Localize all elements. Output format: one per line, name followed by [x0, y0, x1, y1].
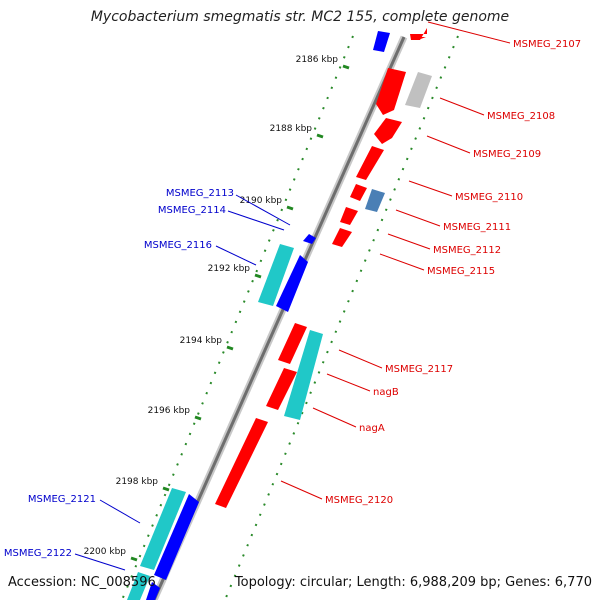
gene-label-forward[interactable]: MSMEG_2107	[513, 39, 581, 50]
gene-msmeg-2116-a	[258, 244, 294, 306]
forward-track-guide	[224, 35, 459, 600]
label-leader-line	[326, 373, 371, 392]
label-leader-line	[215, 245, 257, 266]
gene-features	[127, 28, 432, 600]
gene-label-forward[interactable]: nagA	[359, 423, 385, 434]
tick-label: 2196 kbp	[148, 406, 191, 416]
tick-label: 2190 kbp	[240, 196, 283, 206]
gene-label-forward[interactable]: MSMEG_2109	[473, 149, 541, 160]
gene-msmeg-2107-body	[410, 28, 427, 40]
gene-msmeg-2121-b	[154, 494, 199, 580]
gene-label-forward[interactable]: MSMEG_2108	[487, 111, 555, 122]
gene-msmeg-2113	[373, 31, 390, 52]
map-title: Mycobacterium smegmatis str. MC2 155, co…	[90, 9, 510, 25]
gene-label-forward[interactable]: MSMEG_2115	[427, 266, 495, 277]
gene-label-forward[interactable]: MSMEG_2117	[385, 364, 453, 375]
tick-mark	[316, 133, 324, 139]
label-leader-line	[395, 209, 441, 227]
tick-mark	[162, 486, 170, 492]
label-leader-line	[426, 135, 471, 154]
gene-label-reverse[interactable]: MSMEG_2114	[158, 205, 226, 216]
label-leader-line	[427, 21, 511, 44]
gene-labels: MSMEG_2107 MSMEG_2108 MSMEG_2109 MSMEG_2110…	[4, 21, 581, 571]
gene-msmeg-2121-a	[140, 488, 186, 570]
gene-msmeg-2112	[340, 207, 358, 225]
label-leader-line	[379, 253, 425, 271]
gene-label-forward[interactable]: nagB	[373, 387, 399, 398]
tick-label: 2192 kbp	[208, 264, 251, 274]
tick-label: 2200 kbp	[84, 547, 127, 557]
label-leader-line	[387, 233, 431, 250]
gene-msmeg-2111a	[350, 184, 367, 201]
tick-mark	[226, 345, 234, 351]
tick-mark	[286, 205, 294, 211]
gene-label-reverse[interactable]: MSMEG_2122	[4, 548, 72, 559]
tick-label: 2188 kbp	[270, 124, 313, 134]
gene-msmeg-2122-a	[127, 572, 150, 600]
reverse-track-guide	[121, 35, 354, 600]
gene-label-reverse[interactable]: MSMEG_2113	[166, 188, 234, 199]
axis-ticks: 2186 kbp 2188 kbp 2190 kbp 2192 kbp 2194 kbp…	[84, 55, 350, 562]
gene-msmeg-2108	[376, 68, 406, 115]
genome-summary-text: Topology: circular; Length: 6,988,209 bp…	[234, 575, 592, 590]
track-guides	[121, 35, 459, 600]
label-leader-line	[408, 180, 453, 197]
gene-label-forward[interactable]: MSMEG_2120	[325, 495, 393, 506]
tick-mark	[194, 415, 202, 421]
gene-label-forward[interactable]: MSMEG_2111	[443, 222, 511, 233]
label-leader-line	[338, 349, 383, 369]
tick-label: 2194 kbp	[180, 336, 223, 346]
gene-naga	[215, 418, 268, 508]
gene-msmeg-2115	[332, 228, 352, 247]
accession-text: Accession: NC_008596	[8, 575, 156, 590]
gene-label-reverse[interactable]: MSMEG_2116	[144, 240, 212, 251]
tick-mark	[254, 273, 262, 279]
gene-msmeg-2110	[356, 146, 384, 180]
label-leader-line	[74, 553, 126, 571]
label-leader-line	[280, 480, 323, 500]
gene-msmeg-2122-b	[146, 582, 160, 600]
gene-msmeg-2116-b	[276, 255, 308, 312]
tick-label: 2186 kbp	[296, 55, 339, 65]
tick-label: 2198 kbp	[116, 477, 159, 487]
gene-msmeg-2108b	[405, 72, 432, 108]
gene-msmeg-2117-b	[284, 330, 323, 420]
label-leader-line	[227, 210, 285, 231]
label-leader-line	[235, 194, 291, 226]
gene-msmeg-2109	[374, 118, 402, 144]
label-leader-line	[439, 97, 485, 116]
label-leader-line	[312, 407, 357, 428]
gene-msmeg-2117-a	[278, 323, 307, 364]
gene-nagb	[266, 368, 297, 410]
label-leader-line	[99, 499, 141, 524]
gene-label-forward[interactable]: MSMEG_2110	[455, 192, 523, 203]
gene-label-forward[interactable]: MSMEG_2112	[433, 245, 501, 256]
gene-msmeg-2111b	[365, 189, 385, 212]
gene-msmeg-2114	[303, 234, 316, 244]
tick-mark	[130, 556, 138, 562]
tick-mark	[342, 64, 350, 70]
gene-label-reverse[interactable]: MSMEG_2121	[28, 494, 96, 505]
